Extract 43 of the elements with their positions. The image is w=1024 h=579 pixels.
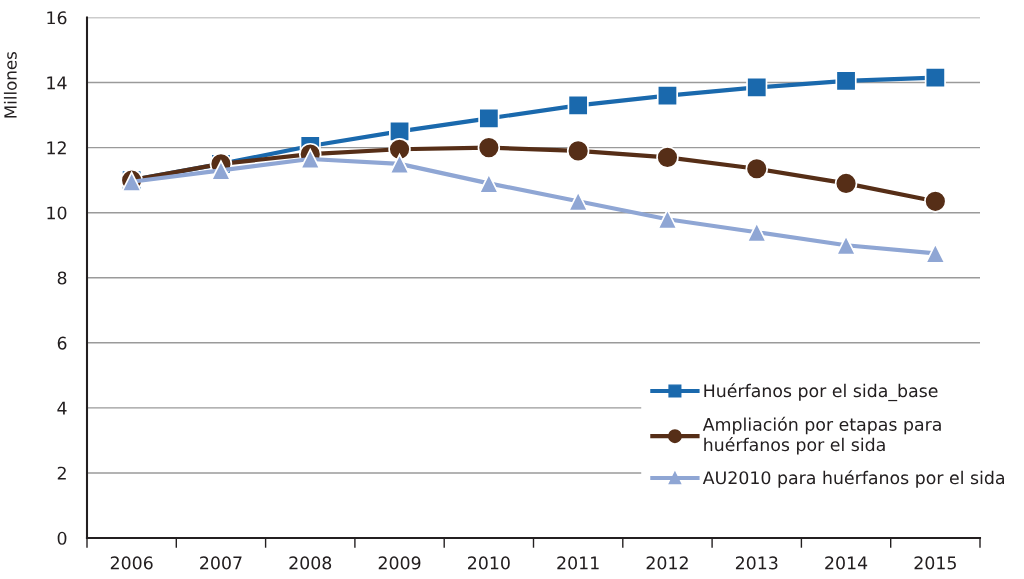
- y-tick-label: 0: [57, 531, 67, 545]
- y-tick-label: 12: [47, 141, 66, 155]
- x-tick-label: 2013: [735, 556, 778, 570]
- legend-label: Huérfanos por el sida_base: [704, 383, 938, 402]
- x-tick-label: 2006: [110, 556, 153, 570]
- x-tick-label: 2014: [825, 556, 868, 570]
- point: [566, 139, 590, 163]
- x-tick-label: 2009: [378, 556, 421, 570]
- x-tick-label: 2008: [289, 556, 332, 570]
- point: [924, 190, 947, 213]
- x-tick-label: 2007: [200, 556, 242, 570]
- point: [835, 235, 857, 256]
- point: [389, 153, 410, 175]
- point: [656, 146, 679, 169]
- y-tick-label: 2: [57, 466, 66, 480]
- y-tick-label: 8: [57, 271, 67, 285]
- point: [924, 67, 946, 89]
- legend-label: Ampliación por etapas para huérfanos por el sida: [702, 416, 941, 455]
- point: [835, 70, 857, 92]
- point: [746, 76, 768, 98]
- point: [745, 157, 769, 181]
- point: [656, 85, 679, 107]
- point: [834, 172, 858, 195]
- y-tick-label: 4: [57, 401, 67, 415]
- x-tick-label: 2015: [914, 556, 956, 570]
- point: [478, 173, 500, 194]
- y-tick-label: 6: [57, 336, 67, 350]
- x-tick-label: 2010: [468, 556, 510, 570]
- y-axis-title: Millones: [3, 51, 17, 118]
- point: [925, 243, 946, 264]
- point: [388, 137, 411, 161]
- legend-label: AU2010 para huérfanos por el sida: [702, 470, 1004, 488]
- point: [210, 160, 232, 181]
- x-tick-label: 2011: [557, 556, 599, 570]
- y-tick-label: 14: [47, 76, 67, 90]
- point: [567, 191, 589, 212]
- y-tick-label: 10: [47, 206, 67, 220]
- point: [477, 136, 501, 159]
- x-tick-label: 2012: [646, 556, 688, 570]
- point: [300, 148, 321, 170]
- point: [478, 107, 500, 129]
- point: [567, 94, 589, 116]
- y-tick-label: 16: [47, 11, 67, 25]
